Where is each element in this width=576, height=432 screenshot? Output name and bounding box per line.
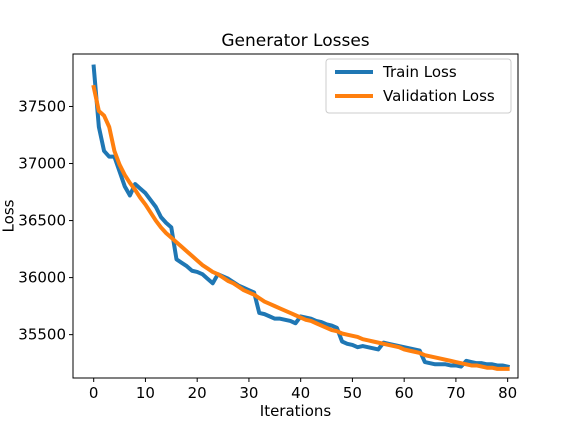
chart-title: Generator Losses [221, 31, 369, 51]
y-ticks-layer: 35500 36000 36500 37000 37500 [18, 97, 73, 344]
x-ticks-layer: 0 10 20 30 40 50 60 70 80 [89, 378, 517, 402]
x-tick-label: 30 [239, 384, 258, 402]
series-line-validation-loss [91, 84, 510, 371]
legend-label-train-loss: Train Loss [382, 63, 457, 81]
x-axis-label: Iterations [260, 402, 332, 420]
y-tick-label: 37500 [18, 97, 66, 115]
series-layer [91, 64, 511, 371]
y-tick-label: 36500 [18, 212, 66, 230]
x-tick-label: 70 [446, 384, 465, 402]
x-tick-label: 40 [291, 384, 310, 402]
legend: Train Loss Validation Loss [325, 58, 512, 114]
x-tick-label: 80 [498, 384, 517, 402]
x-tick-label: 60 [395, 384, 414, 402]
y-tick-label: 36000 [18, 269, 66, 287]
y-tick-label: 35500 [18, 326, 66, 344]
x-tick-label: 20 [188, 384, 207, 402]
x-tick-label: 50 [343, 384, 362, 402]
y-axis-label: Loss [0, 199, 18, 232]
legend-label-validation-loss: Validation Loss [383, 87, 495, 105]
plot-frame [72, 53, 519, 379]
x-tick-label: 10 [136, 384, 155, 402]
x-tick-label: 0 [89, 384, 99, 402]
y-tick-label: 37000 [18, 155, 66, 173]
